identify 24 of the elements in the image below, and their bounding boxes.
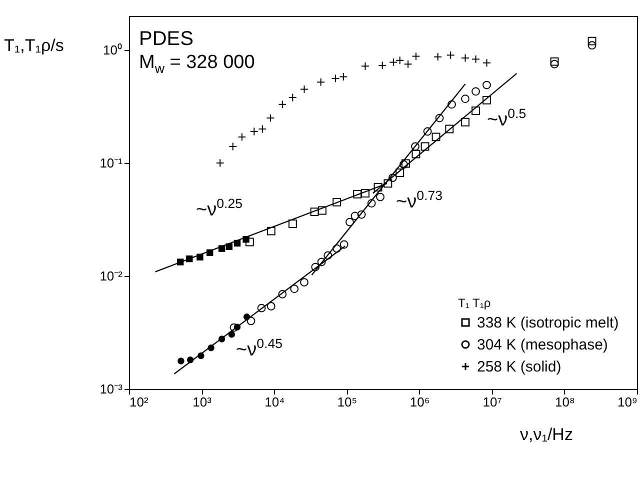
annotation: ~ν$^{0.73}$	[396, 188, 442, 214]
y-axis-title: T₁,T₁ρ/s	[4, 36, 64, 56]
legend-title: T₁ T₁ρ	[458, 296, 491, 310]
x-tick-label: 10⁴	[264, 394, 285, 410]
text: PDES	[139, 28, 194, 51]
annotation: ~ν$^{0.25}$	[196, 196, 242, 222]
text: M$_{w}$ = 328 000	[139, 52, 255, 76]
x-tick-label: 10²	[130, 394, 149, 410]
x-axis-title: ν,ν₁/Hz	[520, 425, 573, 445]
annotation: ~ν$^{0.45}$	[236, 336, 282, 362]
x-tick-label: 10⁶	[410, 394, 430, 410]
legend-label: 304 K (mesophase)	[477, 336, 608, 354]
y-tick-label: 10⁻¹	[100, 156, 124, 171]
x-tick-label: 10⁵	[337, 394, 358, 410]
y-tick-label: 10⁻³	[100, 382, 124, 396]
y-tick-label: 10⁰	[103, 42, 122, 58]
legend-label: 258 K (solid)	[477, 358, 562, 376]
y-tick-label: 10⁻²	[100, 268, 124, 284]
x-tick-label: 10³	[192, 394, 212, 410]
legend-label: 338 K (isotropic melt)	[477, 314, 619, 332]
x-tick-label: 10⁷	[482, 394, 502, 410]
annotation: ~ν$^{0.5}$	[487, 106, 526, 132]
x-tick-label: 10⁹	[617, 394, 638, 410]
x-tick-label: 10⁸	[554, 394, 575, 410]
